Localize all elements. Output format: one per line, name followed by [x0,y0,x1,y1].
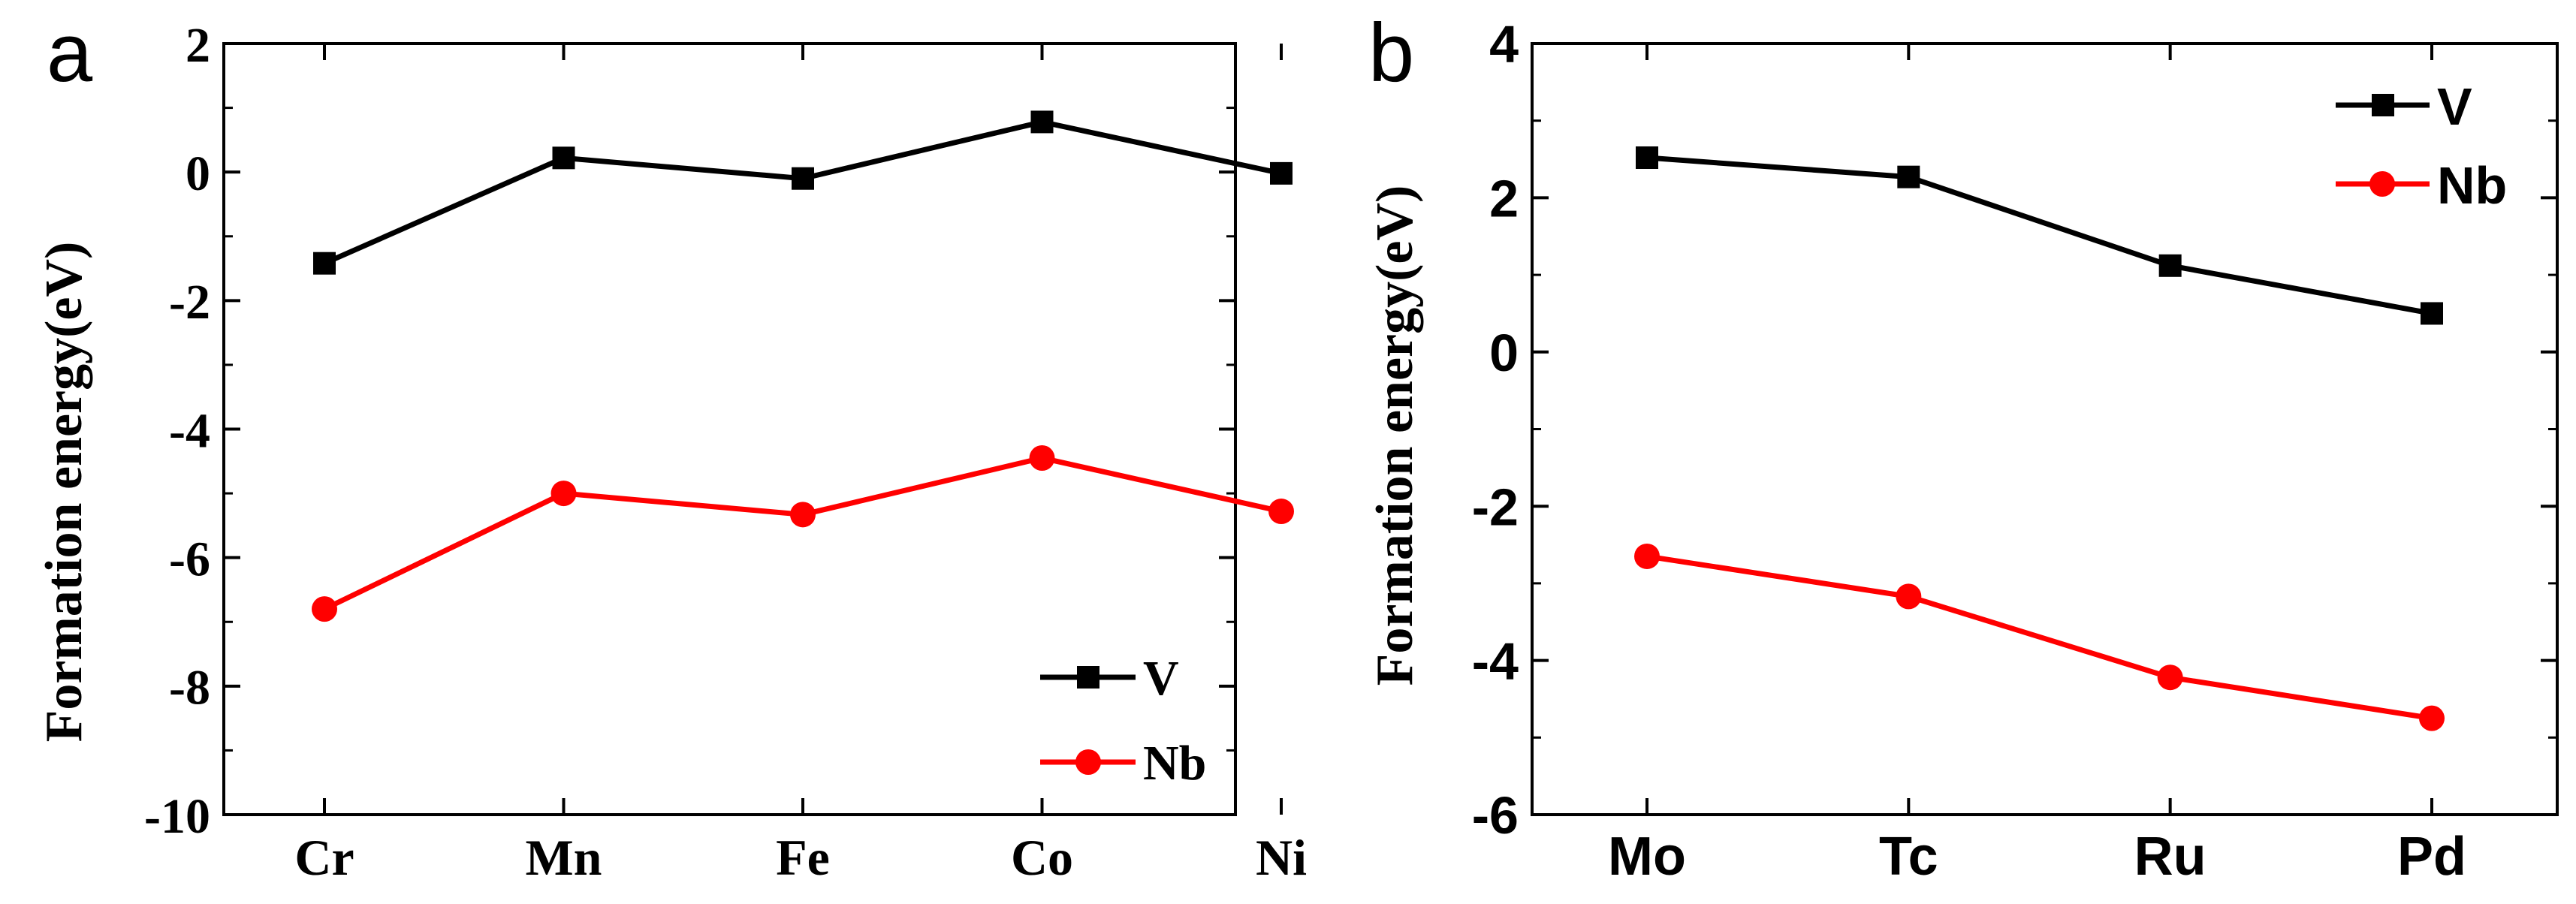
panel-b-ytick-label: -2 [1472,478,1519,536]
panel-a-point-nb-co [1029,445,1055,472]
panel-a-line-v [323,119,1282,266]
panel-b-point-v-pd [2420,302,2443,325]
panel-b-point-nb-pd [2418,705,2445,731]
panel-a-legend-label-v: V [1143,651,1179,706]
panel-a-point-nb-fe [790,502,816,528]
panel-a-xtick-label-mn: Mn [526,829,602,886]
panel-a-point-nb-mn [550,481,577,507]
panel-b-point-nb-ru [2157,664,2183,691]
panel-b-xtick-label-mo: Mo [1608,827,1686,887]
panel-a-line-nb [323,455,1282,612]
panel-a-ylabel: Formation energy(eV) [35,242,93,743]
panel-b-ylabel: Formation energy(eV) [1366,185,1424,686]
panel-a-point-v-mn [552,146,575,170]
panel-b-xtick-label-pd: Pd [2397,827,2466,887]
panel-a-legend-marker-nb [1075,749,1101,775]
panel-b-x-axis: Mo Tc Ru Pd [1608,44,2466,887]
panel-a: a Formation energy(eV) 2 0 -2 -4 -6 -8 -10 Cr M… [35,7,1307,886]
panel-a-ytick-label: -6 [169,532,210,586]
panel-a-ytick-label: -10 [144,789,210,844]
panel-a-legend: V Nb [1040,651,1206,791]
panel-b-ytick-label: 4 [1489,15,1519,74]
panel-a-frame [222,42,1237,816]
panel-a-ytick-label: 2 [186,18,210,73]
panel-a-y-axis: 2 0 -2 -4 -6 -8 -10 [144,18,1235,844]
panel-b-point-v-mo [1636,146,1658,169]
panel-a-point-v-fe [792,167,814,190]
panel-a-point-nb-ni [1268,499,1294,525]
panel-a-ytick-label: -8 [169,661,210,716]
panel-b-xtick-label-tc: Tc [1879,827,1938,887]
panel-b-ytick-label: -4 [1472,632,1519,691]
panel-a-point-v-ni [1270,161,1293,185]
panel-b-xtick-label-ru: Ru [2134,827,2206,887]
panel-a-xtick-label-ni: Ni [1256,829,1307,886]
panel-b-ytick-label: -6 [1472,786,1519,845]
panel-b-ytick-label: 2 [1489,170,1519,228]
panel-a-xtick-label-co: Co [1011,829,1073,886]
panel-b-legend-marker-nb [2369,171,2395,197]
panel-b-line-v [1646,155,2433,316]
panel-a-point-nb-cr [312,596,337,622]
panel-b-legend-label-nb: Nb [2437,156,2507,215]
panel-b-line-nb [1646,553,2433,722]
panel-a-legend-label-nb: Nb [1143,736,1206,791]
panel-b-y-axis: 4 2 0 -2 -4 -6 [1472,15,2557,845]
panel-a-xtick-label-fe: Fe [776,829,830,886]
panel-a-point-v-cr [313,252,336,275]
panel-b-ytick-label: 0 [1489,324,1519,382]
panel-b-point-v-tc [1897,165,1920,188]
panel-a-label: a [47,7,93,99]
panel-b-series [1634,146,2445,731]
panel-b-point-nb-tc [1896,583,1922,610]
panel-b-legend: V Nb [2336,77,2507,215]
panel-a-ytick-label: -2 [169,275,210,330]
panel-a-ytick-label: 0 [186,146,210,201]
panel-a-point-v-co [1030,110,1054,134]
panel-a-ytick-label: -4 [169,403,210,458]
panel-a-xtick-label-cr: Cr [294,829,354,886]
panel-b-point-v-ru [2158,254,2182,277]
panel-a-legend-marker-v [1077,666,1099,689]
panel-b-label: b [1368,7,1414,99]
panel-b-point-nb-mo [1634,543,1660,569]
panel-a-series [312,110,1294,622]
panel-a-x-axis: Cr Mn Fe Co Ni [294,44,1307,886]
panel-b-legend-label-v: V [2437,77,2472,136]
panel-b: b Formation energy(eV) 4 2 0 -2 -4 -6 Mo Tc Ru P… [1366,7,2559,887]
panel-b-legend-marker-v [2372,94,2394,116]
